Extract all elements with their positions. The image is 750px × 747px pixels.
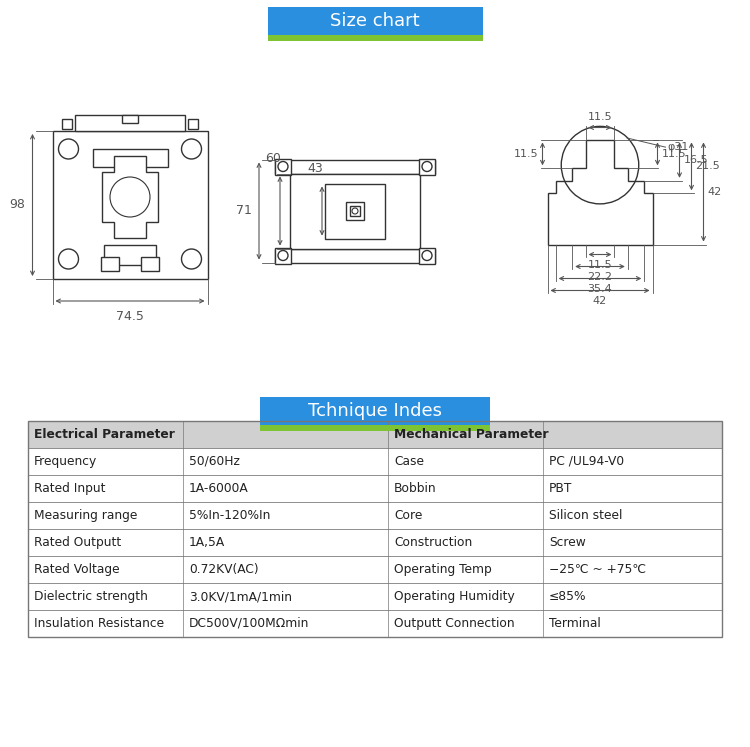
Bar <box>419 158 435 175</box>
Text: 1A,5A: 1A,5A <box>189 536 225 549</box>
Text: Rated Input: Rated Input <box>34 482 106 495</box>
Bar <box>122 115 138 123</box>
Bar <box>28 502 722 529</box>
Text: 74.5: 74.5 <box>116 310 144 323</box>
Bar <box>275 249 435 262</box>
Text: Screw: Screw <box>549 536 586 549</box>
Bar <box>28 421 722 448</box>
Circle shape <box>278 250 288 261</box>
Circle shape <box>278 161 288 172</box>
Bar <box>260 397 490 431</box>
Text: PBT: PBT <box>549 482 572 495</box>
Circle shape <box>182 139 202 159</box>
Polygon shape <box>102 156 158 238</box>
Text: Core: Core <box>394 509 422 522</box>
Bar <box>28 421 722 637</box>
Bar <box>53 131 208 279</box>
Bar <box>28 583 722 610</box>
Text: 50/60Hz: 50/60Hz <box>189 455 240 468</box>
Bar <box>268 7 482 41</box>
Bar <box>260 425 490 431</box>
Text: 60: 60 <box>265 152 281 166</box>
Text: 43: 43 <box>308 163 322 176</box>
Bar <box>275 247 291 264</box>
Text: 0.72KV(AC): 0.72KV(AC) <box>189 563 259 576</box>
Text: Outputt Connection: Outputt Connection <box>394 617 514 630</box>
Text: 11.5: 11.5 <box>662 149 686 159</box>
Bar <box>28 475 722 502</box>
Text: Frequency: Frequency <box>34 455 98 468</box>
Polygon shape <box>548 140 652 244</box>
Bar <box>290 173 420 249</box>
Text: Dielectric strength: Dielectric strength <box>34 590 148 603</box>
Text: 42: 42 <box>707 187 722 197</box>
Text: Rated Voltage: Rated Voltage <box>34 563 120 576</box>
Bar <box>350 206 360 216</box>
Text: Size chart: Size chart <box>330 13 420 31</box>
Text: 16.5: 16.5 <box>683 155 708 165</box>
Text: Insulation Resistance: Insulation Resistance <box>34 617 164 630</box>
Text: 11.5: 11.5 <box>588 111 612 122</box>
Bar <box>275 158 291 175</box>
Text: Tchnique Indes: Tchnique Indes <box>308 403 442 421</box>
Bar <box>346 202 364 220</box>
Circle shape <box>422 250 432 261</box>
Bar <box>28 610 722 637</box>
Text: −25℃ ~ +75℃: −25℃ ~ +75℃ <box>549 563 646 576</box>
Bar <box>75 115 185 131</box>
Text: Mechanical Parameter: Mechanical Parameter <box>394 428 548 441</box>
Text: 42: 42 <box>592 297 608 306</box>
Bar <box>28 448 722 475</box>
Text: 11.5: 11.5 <box>514 149 538 159</box>
Circle shape <box>422 161 432 172</box>
Bar <box>28 529 722 556</box>
Circle shape <box>182 249 202 269</box>
Text: 1A-6000A: 1A-6000A <box>189 482 249 495</box>
Text: Rated Outputt: Rated Outputt <box>34 536 122 549</box>
Bar <box>325 184 385 238</box>
Bar <box>104 245 156 265</box>
Text: Measuring range: Measuring range <box>34 509 137 522</box>
Text: Bobbin: Bobbin <box>394 482 436 495</box>
Circle shape <box>352 208 358 214</box>
Circle shape <box>58 139 79 159</box>
Text: 22.2: 22.2 <box>587 273 613 282</box>
Text: Terminal: Terminal <box>549 617 601 630</box>
Circle shape <box>58 249 79 269</box>
Text: Operating Temp: Operating Temp <box>394 563 492 576</box>
Text: Electrical Parameter: Electrical Parameter <box>34 428 175 441</box>
Bar <box>28 556 722 583</box>
Bar <box>188 119 198 129</box>
Bar <box>419 247 435 264</box>
Text: 5%In-120%In: 5%In-120%In <box>189 509 270 522</box>
Text: Operating Humidity: Operating Humidity <box>394 590 514 603</box>
Bar <box>141 257 159 271</box>
Text: 98: 98 <box>10 199 26 211</box>
Text: DC500V/100MΩmin: DC500V/100MΩmin <box>189 617 309 630</box>
Text: φ31: φ31 <box>668 142 688 152</box>
Text: 3.0KV/1mA/1min: 3.0KV/1mA/1min <box>189 590 292 603</box>
Text: 35.4: 35.4 <box>588 285 612 294</box>
Bar <box>101 257 119 271</box>
Text: ≤85%: ≤85% <box>549 590 586 603</box>
Text: PC /UL94-V0: PC /UL94-V0 <box>549 455 624 468</box>
Text: 21.5: 21.5 <box>695 161 720 171</box>
Bar <box>268 35 482 41</box>
Text: 71: 71 <box>236 205 252 217</box>
Text: 11.5: 11.5 <box>588 261 612 270</box>
Bar <box>62 119 72 129</box>
Bar <box>92 149 167 167</box>
Text: Construction: Construction <box>394 536 472 549</box>
Text: Silicon steel: Silicon steel <box>549 509 622 522</box>
Text: Case: Case <box>394 455 424 468</box>
Bar <box>275 160 435 173</box>
